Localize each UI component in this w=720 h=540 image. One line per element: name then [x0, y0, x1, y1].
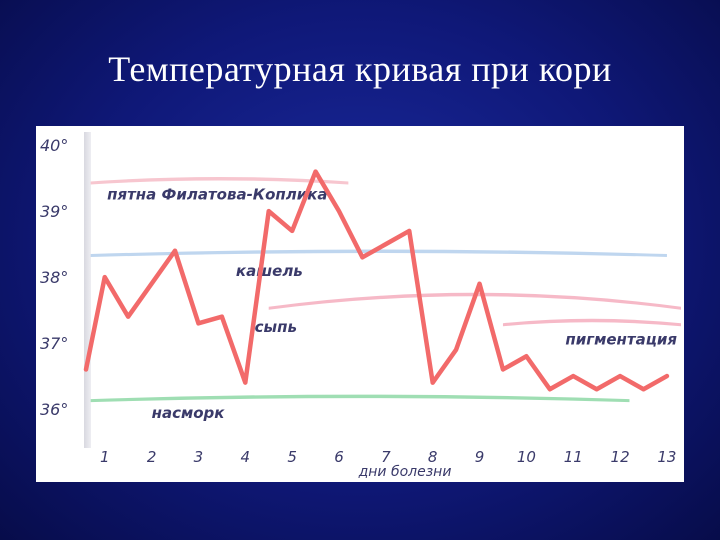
- temperature-series: [83, 169, 670, 392]
- x-tick-label: 7: [381, 448, 391, 466]
- band-4: [90, 394, 630, 403]
- y-tick-labels: 40° 39° 38° 37° 36°: [40, 136, 68, 419]
- x-axis-label: дни болезни: [358, 464, 452, 480]
- y-tick-label: 38°: [40, 268, 68, 287]
- band-1: [90, 249, 667, 258]
- x-tick-label: 3: [194, 448, 204, 466]
- band-label-3: пигментация: [565, 330, 677, 348]
- x-tick-label: 9: [475, 448, 485, 466]
- temperature-line-0: [83, 169, 670, 392]
- x-tick-label: 4: [241, 448, 251, 466]
- x-tick-label: 11: [564, 448, 583, 466]
- band-3: [502, 318, 681, 327]
- y-tick-label: 37°: [40, 334, 68, 353]
- band-0: [90, 176, 349, 185]
- band-label-4: насморк: [152, 404, 226, 422]
- slide-title: Температурная кривая при кори: [108, 49, 612, 89]
- temperature-chart: пятна Филатова-Коплика кашель сыпь пигмента…: [40, 132, 681, 480]
- y-tick-label: 40°: [40, 136, 68, 155]
- x-tick-label: 1: [100, 448, 110, 466]
- x-tick-label: 5: [287, 448, 297, 466]
- chart-panel: пятна Филатова-Коплика кашель сыпь пигмента…: [36, 126, 684, 482]
- y-tick-label: 39°: [40, 202, 68, 221]
- x-tick-label: 8: [428, 448, 438, 466]
- y-tick-label: 36°: [40, 400, 68, 419]
- band-2: [268, 292, 681, 310]
- x-tick-label: 12: [611, 448, 630, 466]
- y-axis-bar: [84, 132, 91, 448]
- symptom-bands: пятна Филатова-Коплика кашель сыпь пигмента…: [90, 176, 681, 422]
- x-tick-label: 6: [334, 448, 344, 466]
- band-label-2: сыпь: [255, 318, 297, 336]
- x-tick-label: 2: [147, 448, 157, 466]
- x-tick-labels: 1 2 3 4 5 6 7 8 9 10 11 12 13: [100, 448, 677, 466]
- band-label-1: кашель: [236, 262, 303, 280]
- x-tick-label: 10: [517, 448, 536, 466]
- x-tick-label: 13: [657, 448, 676, 466]
- band-label-0: пятна Филатова-Коплика: [107, 185, 327, 203]
